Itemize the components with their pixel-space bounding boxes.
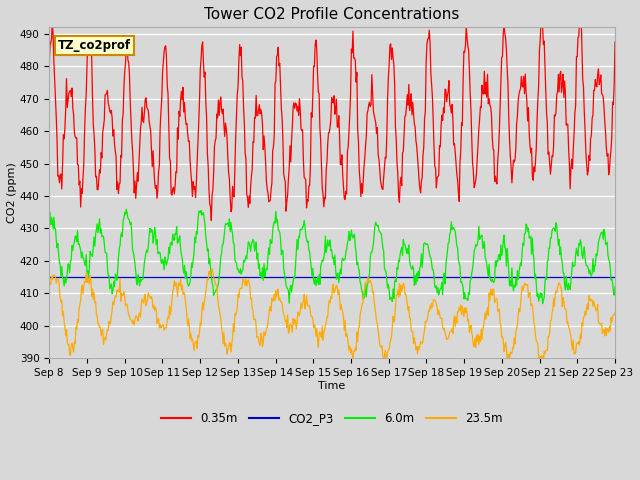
0.35m [207,217,215,223]
23.5m [172,283,179,289]
23.5m [45,286,53,291]
CO2_P3 [114,274,122,280]
6.0m [202,234,210,240]
6.0m [419,264,426,270]
23.5m [114,289,122,295]
0.35m [611,39,619,45]
23.5m [540,362,547,368]
23.5m [208,266,216,272]
0.35m [114,179,122,185]
X-axis label: Time: Time [319,381,346,391]
6.0m [402,244,410,250]
0.35m [201,69,209,75]
Line: 6.0m: 6.0m [49,209,615,304]
0.35m [45,64,53,70]
Title: Tower CO2 Profile Concentrations: Tower CO2 Profile Concentrations [204,7,460,22]
6.0m [56,260,63,265]
6.0m [611,284,619,290]
23.5m [611,310,619,315]
0.35m [419,175,426,180]
6.0m [45,226,53,232]
0.35m [402,113,410,119]
23.5m [201,295,209,301]
23.5m [56,287,63,293]
CO2_P3 [401,274,409,280]
CO2_P3 [417,274,425,280]
CO2_P3 [56,274,63,280]
6.0m [172,231,180,237]
0.35m [172,183,179,189]
6.0m [122,206,130,212]
0.35m [538,5,546,11]
23.5m [402,291,410,297]
Y-axis label: CO2 (ppm): CO2 (ppm) [7,162,17,223]
CO2_P3 [45,274,53,280]
Text: TZ_co2prof: TZ_co2prof [58,39,131,52]
Line: 23.5m: 23.5m [49,269,615,365]
6.0m [539,301,547,307]
CO2_P3 [611,274,619,280]
23.5m [419,341,426,347]
Legend: 0.35m, CO2_P3, 6.0m, 23.5m: 0.35m, CO2_P3, 6.0m, 23.5m [157,407,508,430]
0.35m [56,180,63,186]
Line: 0.35m: 0.35m [49,8,615,220]
6.0m [114,268,122,274]
CO2_P3 [201,274,209,280]
CO2_P3 [172,274,179,280]
